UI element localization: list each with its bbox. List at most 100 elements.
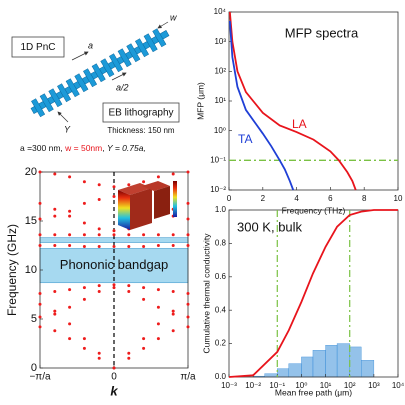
band-point <box>68 288 72 292</box>
band-point <box>68 322 72 326</box>
band-point <box>97 197 101 201</box>
band-point <box>142 337 146 341</box>
chart: Phononic bandgap−π/a 0 π/a05101520kFrequen… <box>5 166 196 399</box>
y-tick-label: 0.2 <box>215 339 227 348</box>
x-axis-label: Mean free path (μm) <box>275 387 352 397</box>
band-point <box>156 233 160 237</box>
band-point <box>127 284 131 288</box>
x-tick-label: 10 <box>394 194 403 203</box>
band-point <box>97 244 101 248</box>
band-point <box>112 286 116 290</box>
band-point <box>171 312 175 316</box>
hist-bar <box>349 346 362 378</box>
y-tick-label: 10³ <box>214 37 226 46</box>
dim-a: a <box>88 40 93 50</box>
series-line <box>228 11 357 191</box>
band-point <box>53 214 57 218</box>
band-point <box>171 290 175 294</box>
band-point <box>53 233 57 237</box>
hist-bar <box>288 363 302 378</box>
hist-bar <box>361 360 375 378</box>
band-point <box>186 217 190 221</box>
y-tick-label: 10¹ <box>214 96 226 105</box>
chart: 10⁻³ 10⁻² 10⁻¹ 10⁰ 10¹ 10² 10³ 10⁴ 0.0 0.2 0.4 0.6 0… <box>201 205 404 397</box>
band-point <box>186 233 190 237</box>
y-tick-label: 10⁻¹ <box>210 155 226 164</box>
y-tick-label: 0.8 <box>215 239 227 248</box>
x-tick-label: 2 <box>261 194 266 203</box>
band-point <box>186 302 190 306</box>
band-point <box>97 183 101 187</box>
hist-bar <box>336 343 350 378</box>
dim-y: Y <box>64 124 71 134</box>
band-point <box>97 227 101 231</box>
series-line <box>228 20 295 191</box>
x-tick-label: 4 <box>294 194 299 203</box>
band-point <box>127 351 131 355</box>
band-point <box>68 337 72 341</box>
chart: 0 2 4 6 8 1010⁻²10⁻¹10⁰10¹10²10³10⁴Frequency … <box>195 7 403 215</box>
band-point <box>53 309 57 313</box>
band-point <box>112 233 116 237</box>
y-tick-label: 10² <box>214 66 226 75</box>
y-tick-label: 10⁴ <box>214 7 227 16</box>
y-tick-label: 5 <box>31 313 37 325</box>
y-tick-label: 0 <box>31 362 37 374</box>
process-label: EB lithography <box>108 108 173 119</box>
band-point <box>38 233 42 237</box>
band-point <box>127 183 131 187</box>
process-box <box>102 102 180 123</box>
y-tick-label: 10⁻² <box>210 185 226 194</box>
band-point <box>171 329 175 333</box>
x-tick-label: 10⁰ <box>295 381 307 390</box>
band-point <box>68 175 72 179</box>
x-tick-label: 0 <box>227 194 232 203</box>
dim-half: a/2 <box>116 82 129 92</box>
diagram-label: 1D PnC <box>20 42 55 53</box>
x-tick-label: 0 <box>111 372 117 383</box>
band-point <box>186 201 190 205</box>
band-point <box>38 244 42 247</box>
band-point <box>38 201 42 205</box>
band-point <box>68 214 72 218</box>
band-point <box>186 292 190 296</box>
band-point <box>142 346 146 350</box>
annotation: 300 K, bulk <box>237 219 303 234</box>
thickness: Thickness: 150 nm <box>107 126 174 135</box>
band-point <box>82 221 86 225</box>
y-axis-label: Frequency (GHz) <box>5 224 19 316</box>
band-point <box>171 172 175 176</box>
band-point <box>53 290 57 294</box>
x-tick-label: 10⁻³ <box>221 381 237 390</box>
band-point <box>127 290 131 294</box>
chart-title: MFP spectra <box>285 25 359 40</box>
param: , <box>102 143 107 153</box>
band-point <box>112 283 116 287</box>
band-point <box>127 356 131 360</box>
band-point <box>53 312 57 316</box>
band-point <box>186 325 190 329</box>
band-point <box>82 233 86 237</box>
band-point <box>82 297 86 301</box>
param: w = 50nm <box>64 143 102 153</box>
x-tick-label: 10² <box>344 381 356 390</box>
band-point <box>171 244 175 247</box>
x-tick-label: π/a <box>180 372 196 383</box>
band-point <box>97 284 101 288</box>
band-point <box>68 305 72 309</box>
band-point <box>127 233 131 237</box>
x-tick-label: 8 <box>362 194 367 203</box>
hist-bar <box>312 350 326 378</box>
y-tick-label: 15 <box>25 215 37 227</box>
band-point <box>53 207 57 211</box>
band-point <box>142 286 146 290</box>
band-point <box>142 244 146 248</box>
x-tick-label: 10³ <box>368 381 380 390</box>
hist-bar <box>277 368 290 378</box>
hist-bar <box>301 356 314 378</box>
band-point <box>156 305 160 309</box>
band-point <box>38 315 42 319</box>
series-label: LA <box>292 117 307 131</box>
param: a =300 nm, <box>20 143 65 153</box>
